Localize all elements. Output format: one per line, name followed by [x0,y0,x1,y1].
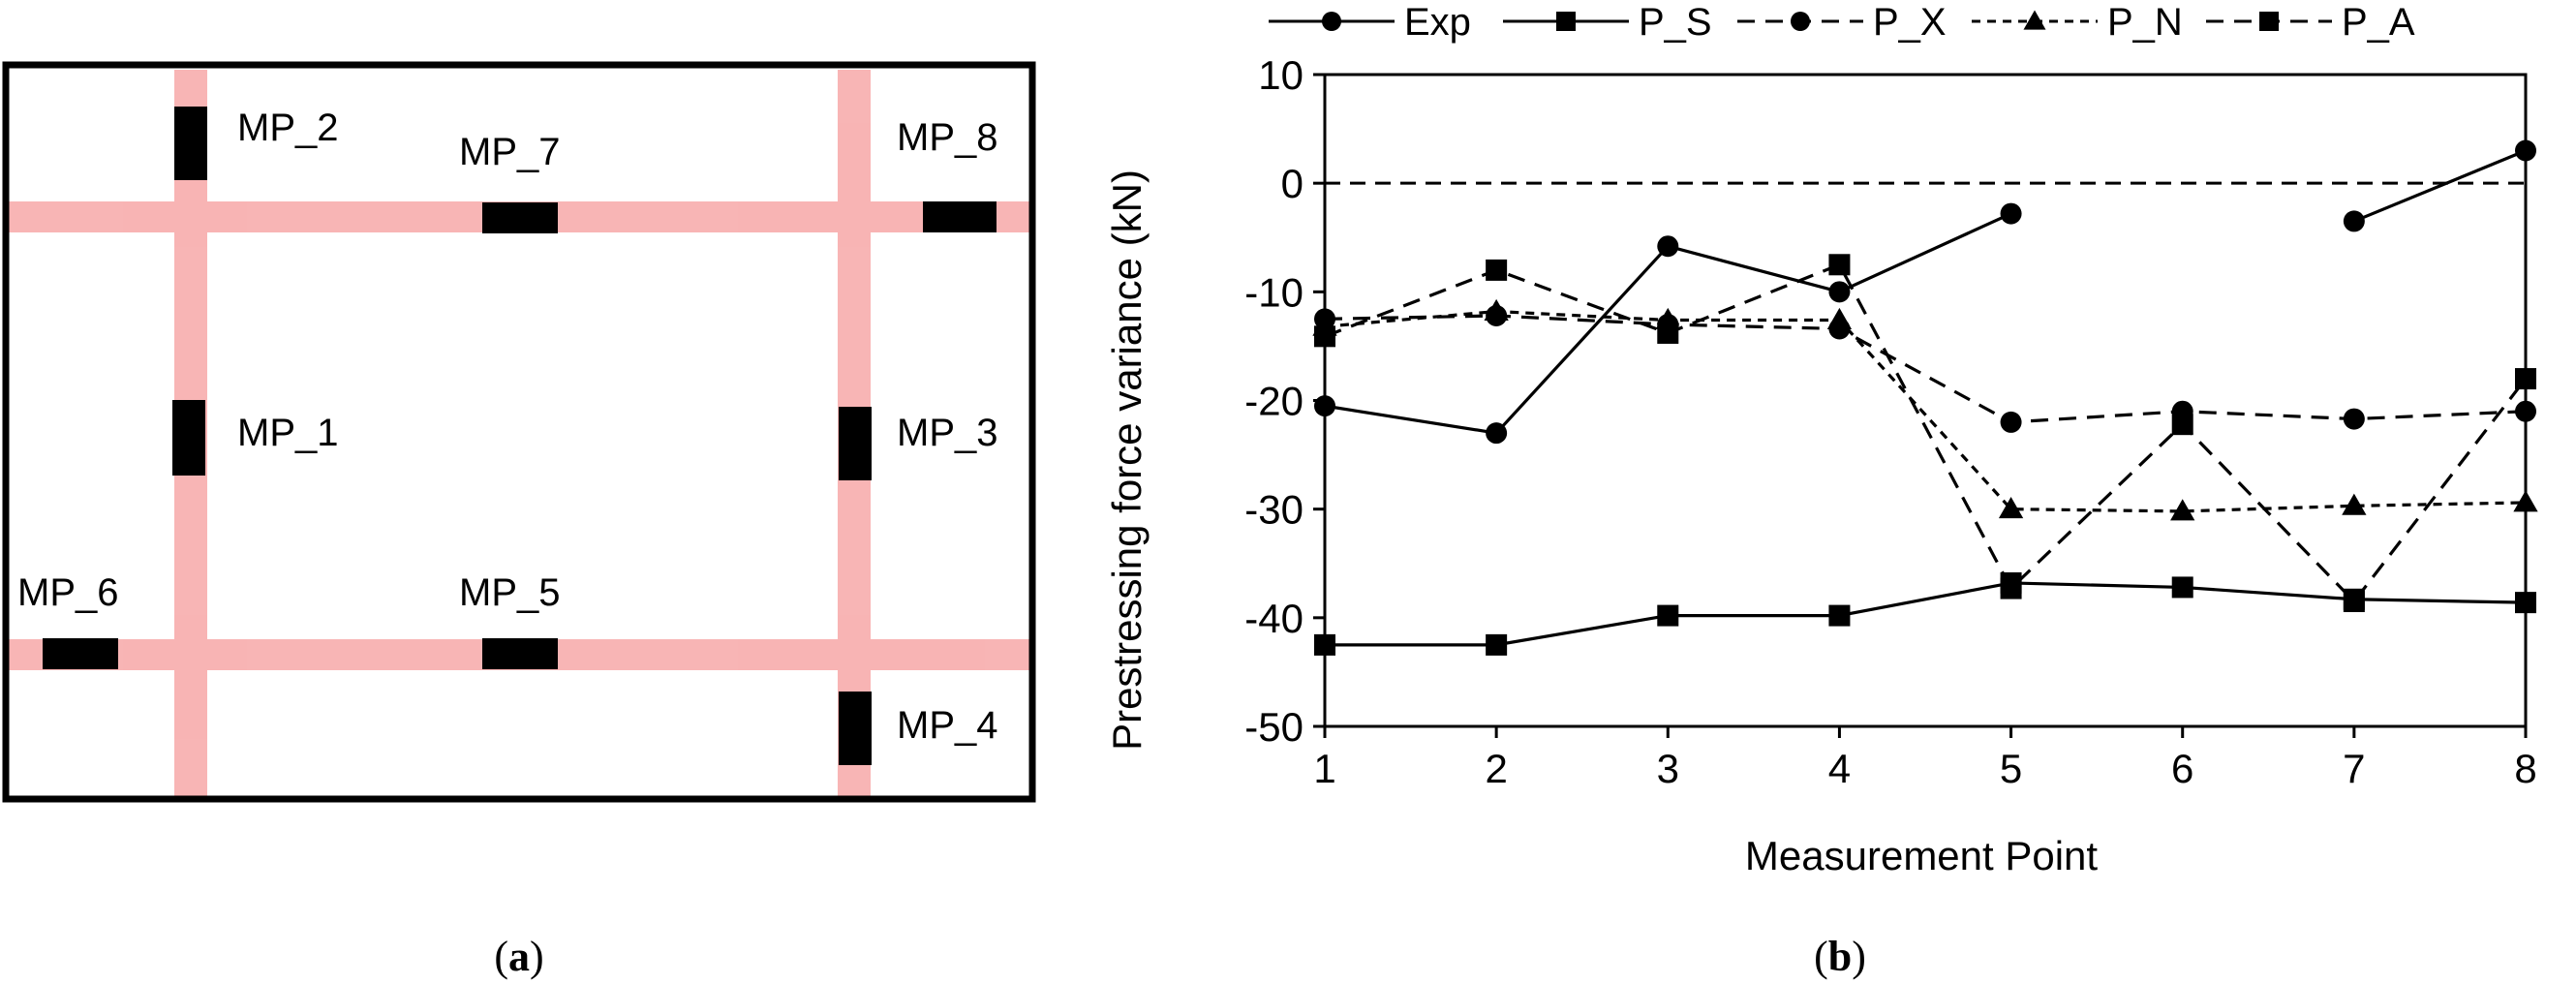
y-tick-label: 10 [1258,52,1303,98]
legend-marker [1322,12,1341,31]
gauge-mp4 [839,692,872,765]
data-point [2171,576,2193,599]
panel-b-chart: Exp P_S P_X P_N P_A -50 -40 -30 -20 -10 0 10 1 2 3 4 5 6… [1104,1,2538,980]
x-axis-label: Measurement Point [1745,833,2099,878]
x-tick-label: 4 [1828,746,1851,791]
x-tick-label: 7 [2343,746,2365,791]
label-mp2: MP_2 [237,107,339,149]
legend-label: P_A [2342,1,2415,44]
caption-b: (b) [1814,933,1866,980]
data-point [1486,259,1508,281]
data-point [2170,499,2195,521]
series-line [1324,262,2528,604]
label-mp4: MP_4 [897,704,998,747]
series-exp [1314,139,2536,445]
legend-label: P_S [1639,1,1712,44]
chart-legend: Exp P_S P_X P_N P_A [1269,1,2415,44]
data-point [1826,307,1853,329]
series-p-s [1314,571,2536,656]
legend-marker [1556,12,1576,31]
label-mp6: MP_6 [17,571,119,614]
y-tick-label: -30 [1244,487,1303,533]
data-point [2343,408,2365,430]
data-point [1657,604,1679,627]
series-line [1324,309,2527,513]
caption-a: (a) [494,933,543,980]
caption-b-letter: b [1828,933,1852,980]
x-tick-label: 1 [1313,746,1335,791]
y-tick-label: -50 [1244,704,1303,750]
label-mp7: MP_7 [459,131,561,173]
data-point [2000,577,2022,600]
data-point [1486,422,1508,445]
caption-a-letter: a [508,933,530,980]
legend-item-p-a: P_A [2206,1,2415,44]
label-mp1: MP_1 [237,412,339,454]
legend-item-p-s: P_S [1503,1,1712,44]
label-mp3: MP_3 [897,412,998,454]
data-point [2171,414,2193,436]
data-point [1828,604,1851,627]
series-line [1324,314,2527,424]
x-tick-label: 6 [2171,746,2193,791]
x-tick-label: 5 [2000,746,2022,791]
data-point [1486,633,1508,656]
y-tick-label: 0 [1281,161,1303,206]
gauge-mp7 [482,202,558,233]
gauge-mp8 [923,201,997,232]
legend-label: P_X [1873,1,1947,44]
legend-label: Exp [1404,1,1471,44]
series-line [1325,581,2527,647]
gauge-mp5 [482,638,558,669]
chart-axes: -50 -40 -30 -20 -10 0 10 1 2 3 4 5 6 7 8 [1244,52,2536,791]
x-tick-label: 8 [2514,746,2536,791]
x-tick-label: 2 [1485,746,1507,791]
legend-marker [1791,12,1810,31]
data-point [2000,202,2022,225]
legend-item-p-n: P_N [1972,1,2183,44]
slab-frame [2,61,1036,803]
gauge-labels: MP_2 MP_7 MP_8 MP_1 MP_3 MP_6 MP_5 MP_4 [17,107,998,747]
legend-item-p-x: P_X [1737,1,1947,44]
y-tick-label: -40 [1244,596,1303,641]
gauge-mp1 [172,400,205,476]
series-line [2353,149,2527,223]
data-point [1484,298,1509,322]
x-tick-label: 3 [1657,746,1679,791]
legend-marker [2259,12,2279,31]
label-mp8: MP_8 [897,116,998,159]
data-point [2343,591,2365,613]
data-point [1998,497,2024,519]
gauge-mp6 [43,638,118,669]
series-p-a [1314,254,2536,613]
gauge-mp3 [839,407,872,480]
label-mp5: MP_5 [459,571,561,614]
legend-item-exp: Exp [1269,1,1471,44]
data-point [2342,493,2367,515]
plot-area [1312,139,2538,656]
data-point [2343,210,2365,232]
gauge-mp2 [174,107,207,180]
legend-label: P_N [2107,1,2183,44]
y-tick-label: -20 [1244,379,1303,424]
data-point [1828,281,1851,303]
data-point [1657,235,1679,258]
y-tick-label: -10 [1244,269,1303,315]
tendon-bands [6,70,1032,799]
data-point [1657,322,1679,344]
data-point [1828,254,1851,276]
legend-marker [2023,10,2046,30]
panel-a-floor-plan: MP_2 MP_7 MP_8 MP_1 MP_3 MP_6 MP_5 MP_4 … [2,61,1036,980]
plot-frame [1323,73,2528,728]
gauges [43,107,997,765]
data-point [2000,411,2022,433]
y-axis-label: Prestressing force variance (kN) [1104,169,1150,751]
